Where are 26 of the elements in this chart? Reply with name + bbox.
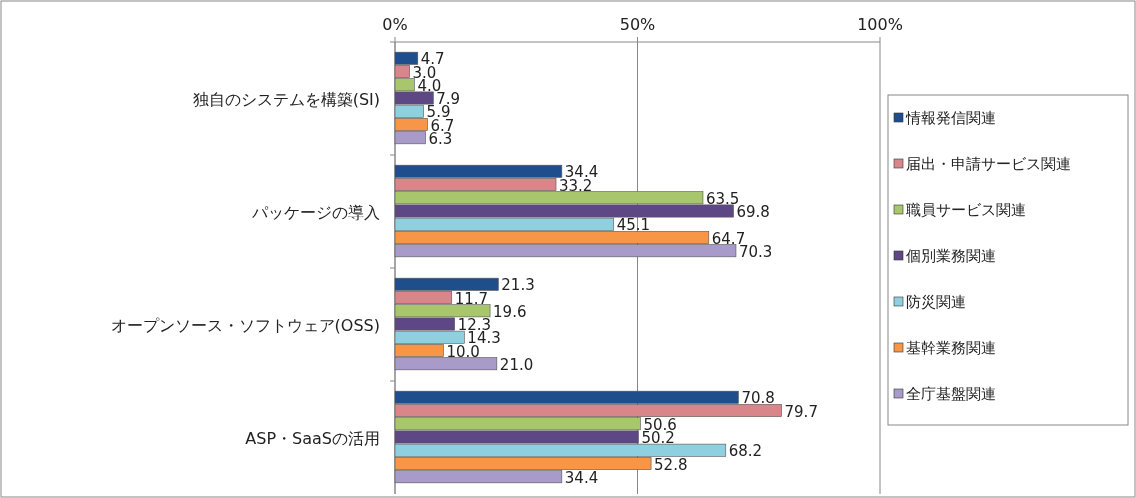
legend-label: 個別業務関連 [906,247,996,265]
data-label: 21.3 [501,276,535,295]
legend-label: 届出・申請サービス関連 [906,155,1071,173]
data-label: 68.2 [728,442,763,461]
data-label: 50.2 [641,429,675,448]
legend-label: 防災関連 [906,293,966,311]
x-tick-label: 0% [382,15,408,34]
legend-label: 職員サービス関連 [906,201,1026,219]
y-tick-label: オープンソース・ソフトウェア(OSS) [110,315,380,335]
data-label: 69.8 [736,203,770,222]
data-label: 45.1 [616,216,651,235]
x-tick-label: 100% [857,15,903,34]
legend-label: 全庁基盤関連 [906,385,996,403]
legend-label: 情報発信関連 [905,109,996,127]
legend-label: 基幹業務関連 [906,339,996,357]
y-tick-label: 独自のシステムを構築(SI) [192,89,380,109]
data-label: 79.7 [784,402,818,421]
y-tick-label: パッケージの導入 [251,202,380,222]
data-label: 11.7 [454,289,489,308]
data-label: 70.8 [741,389,775,408]
x-tick-label: 50% [619,15,656,34]
data-label: 21.0 [499,355,534,374]
data-label: 34.4 [564,468,599,487]
y-tick-label: ASP・SaaSの活用 [245,428,380,448]
data-label: 52.8 [654,455,688,474]
data-label: 19.6 [493,302,527,321]
